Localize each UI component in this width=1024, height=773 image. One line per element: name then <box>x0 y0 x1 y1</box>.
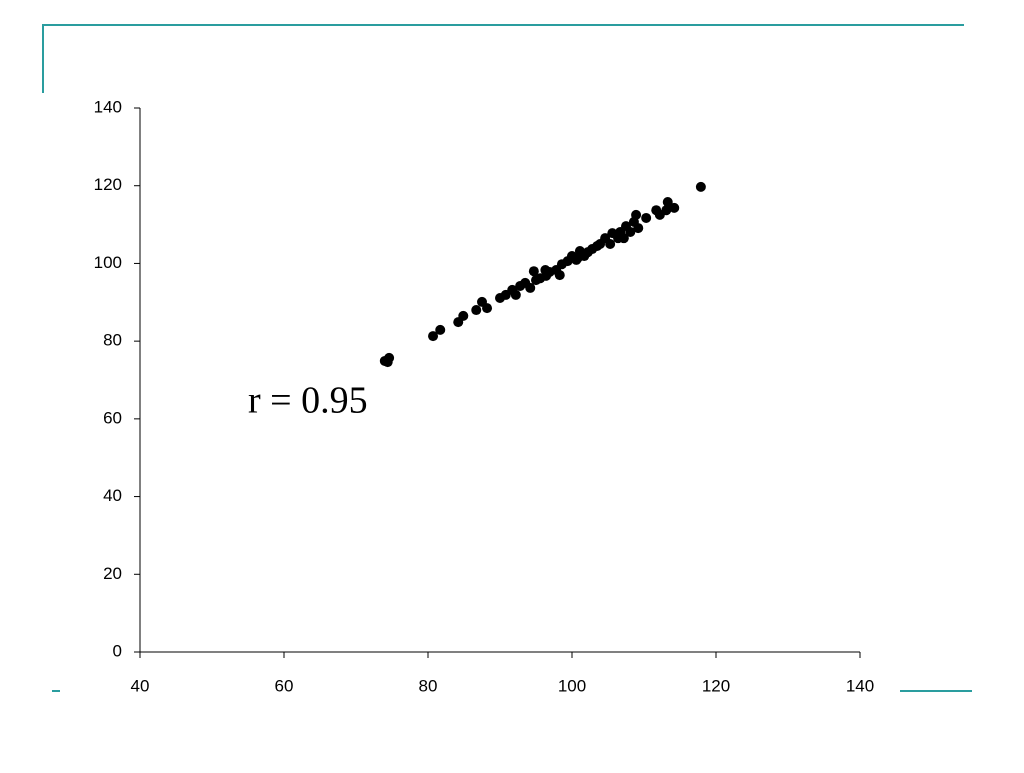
x-tick-label: 100 <box>558 676 586 695</box>
y-tick-label: 20 <box>103 564 122 583</box>
point <box>618 233 629 244</box>
point <box>428 331 439 342</box>
point <box>482 303 493 314</box>
point <box>471 305 482 316</box>
point <box>641 212 652 223</box>
point <box>631 209 642 220</box>
point <box>661 205 672 216</box>
y-tick-label: 80 <box>103 331 122 350</box>
x-tick-label: 80 <box>419 676 438 695</box>
x-tick-label: 60 <box>275 676 294 695</box>
point <box>382 357 393 368</box>
x-tick-label: 40 <box>131 676 150 695</box>
y-tick-label: 0 <box>113 641 122 660</box>
point <box>695 181 706 192</box>
x-tick-label: 140 <box>846 676 874 695</box>
point <box>633 223 644 234</box>
y-tick-label: 60 <box>103 408 122 427</box>
point <box>554 270 565 281</box>
y-tick-label: 120 <box>94 175 122 194</box>
y-tick-label: 140 <box>94 97 122 116</box>
point <box>435 324 446 335</box>
point <box>525 282 536 293</box>
point <box>510 289 521 300</box>
decoration <box>42 24 972 692</box>
x-tick-label: 120 <box>702 676 730 695</box>
annotation: r = 0.95 <box>248 380 368 422</box>
point <box>662 197 673 208</box>
point <box>625 226 636 237</box>
point <box>528 266 539 277</box>
point <box>458 310 469 321</box>
y-tick-label: 100 <box>94 253 122 272</box>
y-tick-label: 40 <box>103 486 122 505</box>
point <box>669 202 680 213</box>
point <box>605 239 616 249</box>
